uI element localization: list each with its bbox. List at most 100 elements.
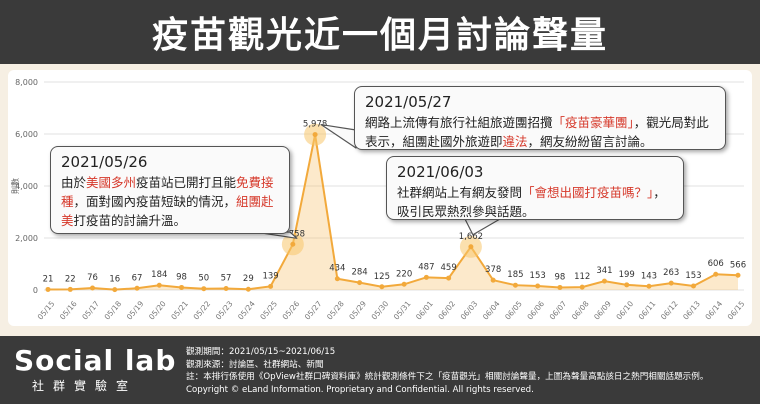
callout-segment: 網路上流傳有旅行社組旅遊團招攬 bbox=[365, 115, 553, 130]
x-tick-label: 05/15 bbox=[36, 299, 57, 322]
callout-text: 網路上流傳有旅行社組旅遊團招攬「疫苗豪華團」，觀光局對此表示，組團赴國外旅遊即違… bbox=[365, 113, 715, 151]
data-point bbox=[423, 274, 429, 280]
x-tick-label: 06/07 bbox=[548, 299, 569, 322]
data-point bbox=[334, 276, 340, 282]
callout-highlight: 組團赴美 bbox=[61, 194, 274, 228]
callout-text: 由於美國多州疫苗站已開打且能免費接種，面對國內疫苗短缺的情況，組團赴美打疫苗的討… bbox=[61, 173, 279, 230]
note-copyright: Copyright © eLand Information. Proprieta… bbox=[186, 384, 534, 395]
callout-highlight: 免費接種 bbox=[61, 175, 274, 209]
data-point bbox=[490, 277, 496, 283]
value-label: 125 bbox=[374, 272, 390, 282]
data-point bbox=[134, 285, 140, 291]
value-label: 184 bbox=[151, 270, 167, 280]
callout-date: 2021/05/26 bbox=[61, 153, 148, 171]
value-label: 1,662 bbox=[459, 232, 483, 242]
footer: Social lab 社群實驗室 觀測期間：2021/05/15~2021/06… bbox=[0, 336, 760, 404]
data-point bbox=[601, 278, 607, 284]
x-tick-label: 06/15 bbox=[726, 299, 747, 322]
value-label: 57 bbox=[221, 274, 232, 284]
x-tick-label: 05/24 bbox=[236, 299, 257, 322]
value-label: 5,978 bbox=[303, 120, 327, 130]
x-tick-label: 06/13 bbox=[681, 299, 702, 322]
value-label: 185 bbox=[507, 270, 523, 280]
x-tick-label: 05/23 bbox=[214, 299, 235, 322]
x-tick-label: 05/22 bbox=[191, 299, 212, 322]
value-label: 16 bbox=[109, 275, 120, 285]
x-tick-label: 05/30 bbox=[370, 299, 391, 322]
value-label: 341 bbox=[596, 266, 612, 276]
data-point bbox=[557, 284, 563, 290]
callout-segment: 由於 bbox=[61, 175, 87, 190]
data-point bbox=[45, 286, 51, 292]
data-point bbox=[512, 282, 518, 288]
value-label: 487 bbox=[418, 262, 434, 272]
brand-subtitle: 社群實驗室 bbox=[32, 379, 138, 393]
x-tick-label: 05/16 bbox=[58, 299, 79, 322]
data-point bbox=[379, 284, 385, 290]
data-point bbox=[268, 283, 274, 289]
data-point bbox=[713, 271, 719, 277]
value-label: 434 bbox=[329, 264, 345, 274]
y-axis-label: 則數 bbox=[10, 178, 20, 194]
callout-segment: ，觀光局對此表示，組團赴國外旅遊即 bbox=[365, 115, 709, 149]
value-label: 220 bbox=[396, 269, 412, 279]
y-tick-label: 4,000 bbox=[15, 182, 38, 191]
callout-segment: 疫苗站已開打且能 bbox=[136, 175, 237, 190]
data-point bbox=[646, 283, 652, 289]
note-method: 註：本排行係使用《OpView社群口碑資料庫》統計觀測條件下之「疫苗觀光」相關討… bbox=[186, 372, 709, 382]
x-tick-label: 06/14 bbox=[703, 299, 724, 322]
x-tick-label: 05/25 bbox=[258, 299, 279, 322]
x-tick-label: 06/01 bbox=[414, 299, 435, 322]
data-point bbox=[735, 272, 741, 278]
x-tick-label: 05/28 bbox=[325, 299, 346, 322]
x-tick-label: 05/27 bbox=[303, 299, 324, 322]
x-tick-label: 06/12 bbox=[659, 299, 680, 322]
callout-text: 社群網站上有網友發問「會想出國打疫苗嗎？」，吸引民眾熱烈參與話題。 bbox=[397, 183, 673, 221]
value-label: 153 bbox=[685, 271, 701, 281]
callout-pointer bbox=[320, 123, 357, 149]
x-tick-label: 05/20 bbox=[147, 299, 168, 322]
data-point bbox=[690, 283, 696, 289]
value-label: 98 bbox=[176, 272, 187, 282]
callout-0527: 2021/05/27 網路上流傳有旅行社組旅遊團招攬「疫苗豪華團」，觀光局對此表… bbox=[354, 86, 726, 150]
socialab-logo: Social lab 社群實驗室 bbox=[14, 344, 177, 396]
value-label: 284 bbox=[351, 268, 367, 278]
callout-date: 2021/05/27 bbox=[365, 93, 452, 111]
value-label: 29 bbox=[243, 274, 254, 284]
value-label: 606 bbox=[708, 259, 724, 269]
data-point bbox=[579, 284, 585, 290]
callout-highlight: 違法 bbox=[502, 134, 528, 149]
callout-segment: ，面對國內疫苗短缺的情況， bbox=[73, 194, 237, 209]
data-point bbox=[535, 283, 541, 289]
value-label: 199 bbox=[619, 270, 635, 280]
series-line bbox=[47, 134, 739, 291]
data-point bbox=[90, 285, 96, 291]
data-point bbox=[112, 287, 118, 293]
value-label: 143 bbox=[641, 271, 657, 281]
brand-name: Social lab bbox=[14, 344, 177, 377]
y-tick-label: 0 bbox=[33, 286, 38, 295]
value-label: 112 bbox=[574, 272, 590, 282]
value-label: 76 bbox=[87, 273, 98, 283]
data-point bbox=[223, 286, 229, 292]
x-tick-label: 06/05 bbox=[503, 299, 524, 322]
x-tick-label: 05/26 bbox=[281, 299, 302, 322]
callout-highlight: 「疫苗豪華團」 bbox=[552, 115, 634, 130]
data-point bbox=[67, 286, 73, 292]
y-tick-label: 2,000 bbox=[15, 234, 38, 243]
x-tick-label: 06/10 bbox=[614, 299, 635, 322]
note-source: 觀測來源：討論區、社群網站、新聞 bbox=[186, 359, 324, 370]
value-label: 459 bbox=[441, 263, 457, 273]
value-label: 378 bbox=[485, 265, 501, 275]
value-label: 22 bbox=[65, 274, 76, 284]
callout-0526: 2021/05/26 由於美國多州疫苗站已開打且能免費接種，面對國內疫苗短缺的情… bbox=[50, 146, 290, 234]
y-tick-label: 8,000 bbox=[15, 78, 38, 87]
value-label: 50 bbox=[198, 274, 209, 284]
page-title: 疫苗觀光近一個月討論聲量 bbox=[151, 15, 608, 56]
value-label: 566 bbox=[730, 260, 746, 270]
value-label: 153 bbox=[530, 271, 546, 281]
x-tick-label: 06/02 bbox=[436, 299, 457, 322]
callout-0603: 2021/06/03 社群網站上有網友發問「會想出國打疫苗嗎？」，吸引民眾熱烈參… bbox=[386, 156, 684, 220]
value-label: 67 bbox=[132, 273, 143, 283]
data-point bbox=[201, 286, 207, 292]
